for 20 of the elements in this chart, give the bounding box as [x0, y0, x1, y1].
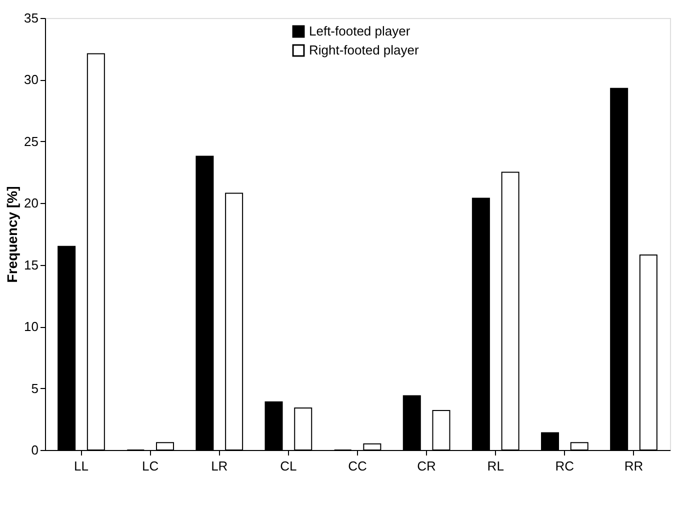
y-tick-label: 20 — [24, 196, 38, 211]
x-tick-label: RR — [624, 458, 644, 474]
x-tick-label: RC — [555, 458, 574, 474]
y-tick-label: 35 — [24, 10, 38, 26]
x-tick-label: CR — [417, 458, 436, 474]
legend-label: Left-footed player — [309, 24, 411, 38]
legend-label: Right-footed player — [309, 42, 420, 58]
x-tick-label: CL — [280, 458, 297, 474]
y-tick-label: 15 — [24, 257, 38, 272]
y-tick-label: 5 — [31, 380, 38, 396]
y-tick-label: 25 — [24, 134, 38, 149]
x-tick-label: LC — [142, 458, 159, 474]
x-tick-label: CC — [348, 458, 367, 474]
x-tick-label: LL — [74, 458, 88, 474]
y-axis-title: Frequency [%] — [4, 186, 20, 283]
y-tick-label: 10 — [24, 319, 38, 334]
x-tick-label: LR — [211, 458, 228, 474]
x-tick-label: RL — [487, 458, 504, 474]
y-tick-label: 30 — [24, 72, 38, 88]
y-tick-label: 0 — [31, 442, 38, 458]
